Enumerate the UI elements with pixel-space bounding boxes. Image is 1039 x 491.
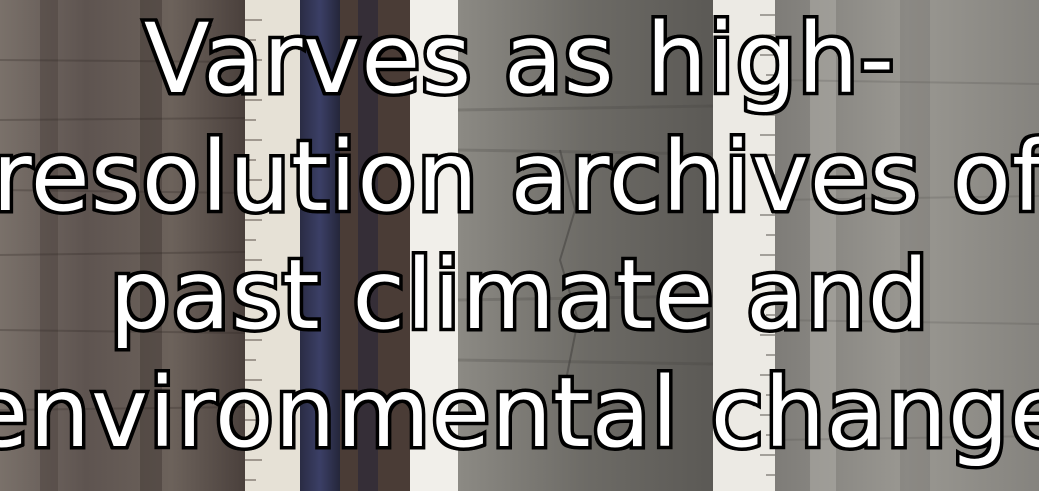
title-line: Varves as high-	[140, 0, 897, 119]
title-line: past climate and	[106, 236, 932, 355]
title-line: resolution archives of	[0, 118, 1039, 237]
title-line: environmental change	[0, 354, 1039, 473]
